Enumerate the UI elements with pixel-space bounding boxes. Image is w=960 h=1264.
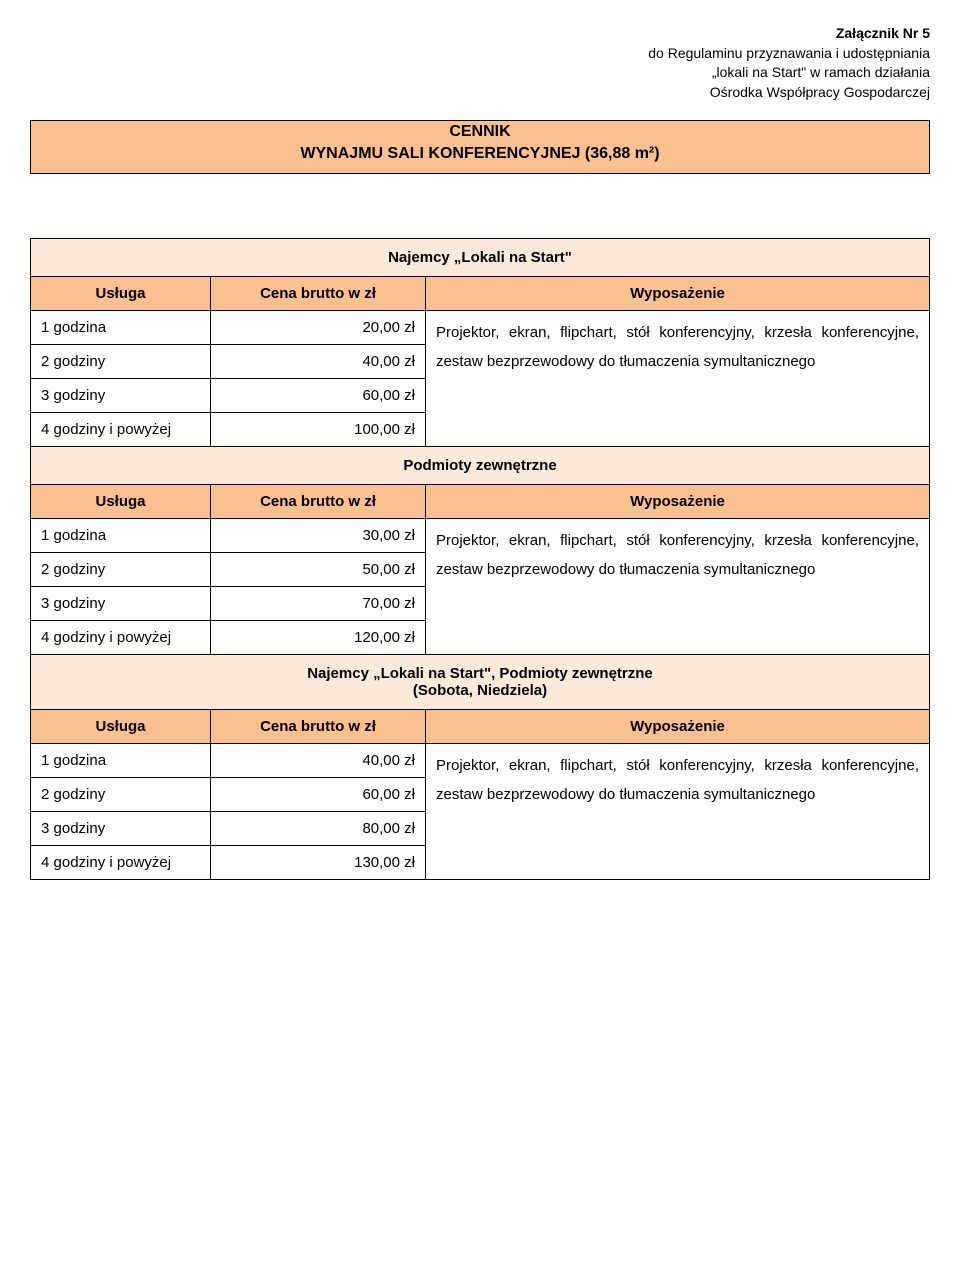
cell-cena: 70,00 zł (211, 587, 426, 621)
document-title-line-2: WYNAJMU SALI KONFERENCYJNEJ (36,88 m²) (39, 145, 921, 163)
cell-usluga: 4 godziny i powyżej (31, 846, 211, 880)
cell-wyposazenie: Projektor, ekran, flipchart, stół konfer… (426, 311, 930, 447)
annex-header: Załącznik Nr 5 do Regulaminu przyznawani… (30, 24, 930, 102)
cell-usluga: 2 godziny (31, 778, 211, 812)
document-title-bar: CENNIK WYNAJMU SALI KONFERENCYJNEJ (36,8… (30, 120, 930, 174)
cell-cena: 100,00 zł (211, 413, 426, 447)
cell-usluga: 4 godziny i powyżej (31, 621, 211, 655)
table-row: 1 godzina 20,00 zł Projektor, ekran, fli… (31, 311, 930, 345)
column-header-cena: Cena brutto w zł (211, 710, 426, 744)
cell-cena: 130,00 zł (211, 846, 426, 880)
column-header-wyposazenie: Wyposażenie (426, 710, 930, 744)
column-header-row: Usługa Cena brutto w zł Wyposażenie (31, 485, 930, 519)
column-header-usluga: Usługa (31, 277, 211, 311)
section-header-row: Najemcy „Lokali na Start" (31, 239, 930, 277)
annex-line-1: do Regulaminu przyznawania i udostępnian… (648, 45, 930, 61)
cell-cena: 60,00 zł (211, 379, 426, 413)
table-row: 1 godzina 30,00 zł Projektor, ekran, fli… (31, 519, 930, 553)
cell-usluga: 3 godziny (31, 379, 211, 413)
cell-usluga: 2 godziny (31, 553, 211, 587)
section-header: Najemcy „Lokali na Start", Podmioty zewn… (31, 655, 930, 710)
section-header: Podmioty zewnętrzne (31, 447, 930, 485)
cell-cena: 80,00 zł (211, 812, 426, 846)
cell-usluga: 1 godzina (31, 744, 211, 778)
cell-usluga: 1 godzina (31, 311, 211, 345)
cell-cena: 120,00 zł (211, 621, 426, 655)
cell-cena: 60,00 zł (211, 778, 426, 812)
table-row: 1 godzina 40,00 zł Projektor, ekran, fli… (31, 744, 930, 778)
cell-usluga: 2 godziny (31, 345, 211, 379)
section-header-row: Podmioty zewnętrzne (31, 447, 930, 485)
section-header-row: Najemcy „Lokali na Start", Podmioty zewn… (31, 655, 930, 710)
price-table-body: Najemcy „Lokali na Start" Usługa Cena br… (31, 239, 930, 880)
cell-cena: 40,00 zł (211, 744, 426, 778)
annex-line-2: „lokali na Start" w ramach działania (712, 64, 930, 80)
section-header-line-2: (Sobota, Niedziela) (39, 682, 921, 699)
cell-wyposazenie: Projektor, ekran, flipchart, stół konfer… (426, 744, 930, 880)
cell-cena: 40,00 zł (211, 345, 426, 379)
document-title-line-1: CENNIK (39, 123, 921, 141)
section-header: Najemcy „Lokali na Start" (31, 239, 930, 277)
cell-usluga: 3 godziny (31, 812, 211, 846)
annex-line-3: Ośrodka Współpracy Gospodarczej (710, 84, 930, 100)
cell-wyposazenie: Projektor, ekran, flipchart, stół konfer… (426, 519, 930, 655)
column-header-row: Usługa Cena brutto w zł Wyposażenie (31, 277, 930, 311)
column-header-wyposazenie: Wyposażenie (426, 485, 930, 519)
cell-usluga: 3 godziny (31, 587, 211, 621)
cell-cena: 30,00 zł (211, 519, 426, 553)
cell-cena: 20,00 zł (211, 311, 426, 345)
cell-usluga: 4 godziny i powyżej (31, 413, 211, 447)
column-header-cena: Cena brutto w zł (211, 277, 426, 311)
column-header-cena: Cena brutto w zł (211, 485, 426, 519)
section-header-line-1: Najemcy „Lokali na Start", Podmioty zewn… (307, 665, 653, 682)
column-header-usluga: Usługa (31, 710, 211, 744)
price-table: Najemcy „Lokali na Start" Usługa Cena br… (30, 238, 930, 880)
column-header-row: Usługa Cena brutto w zł Wyposażenie (31, 710, 930, 744)
cell-usluga: 1 godzina (31, 519, 211, 553)
cell-cena: 50,00 zł (211, 553, 426, 587)
column-header-usluga: Usługa (31, 485, 211, 519)
column-header-wyposazenie: Wyposażenie (426, 277, 930, 311)
annex-title: Załącznik Nr 5 (836, 25, 930, 41)
